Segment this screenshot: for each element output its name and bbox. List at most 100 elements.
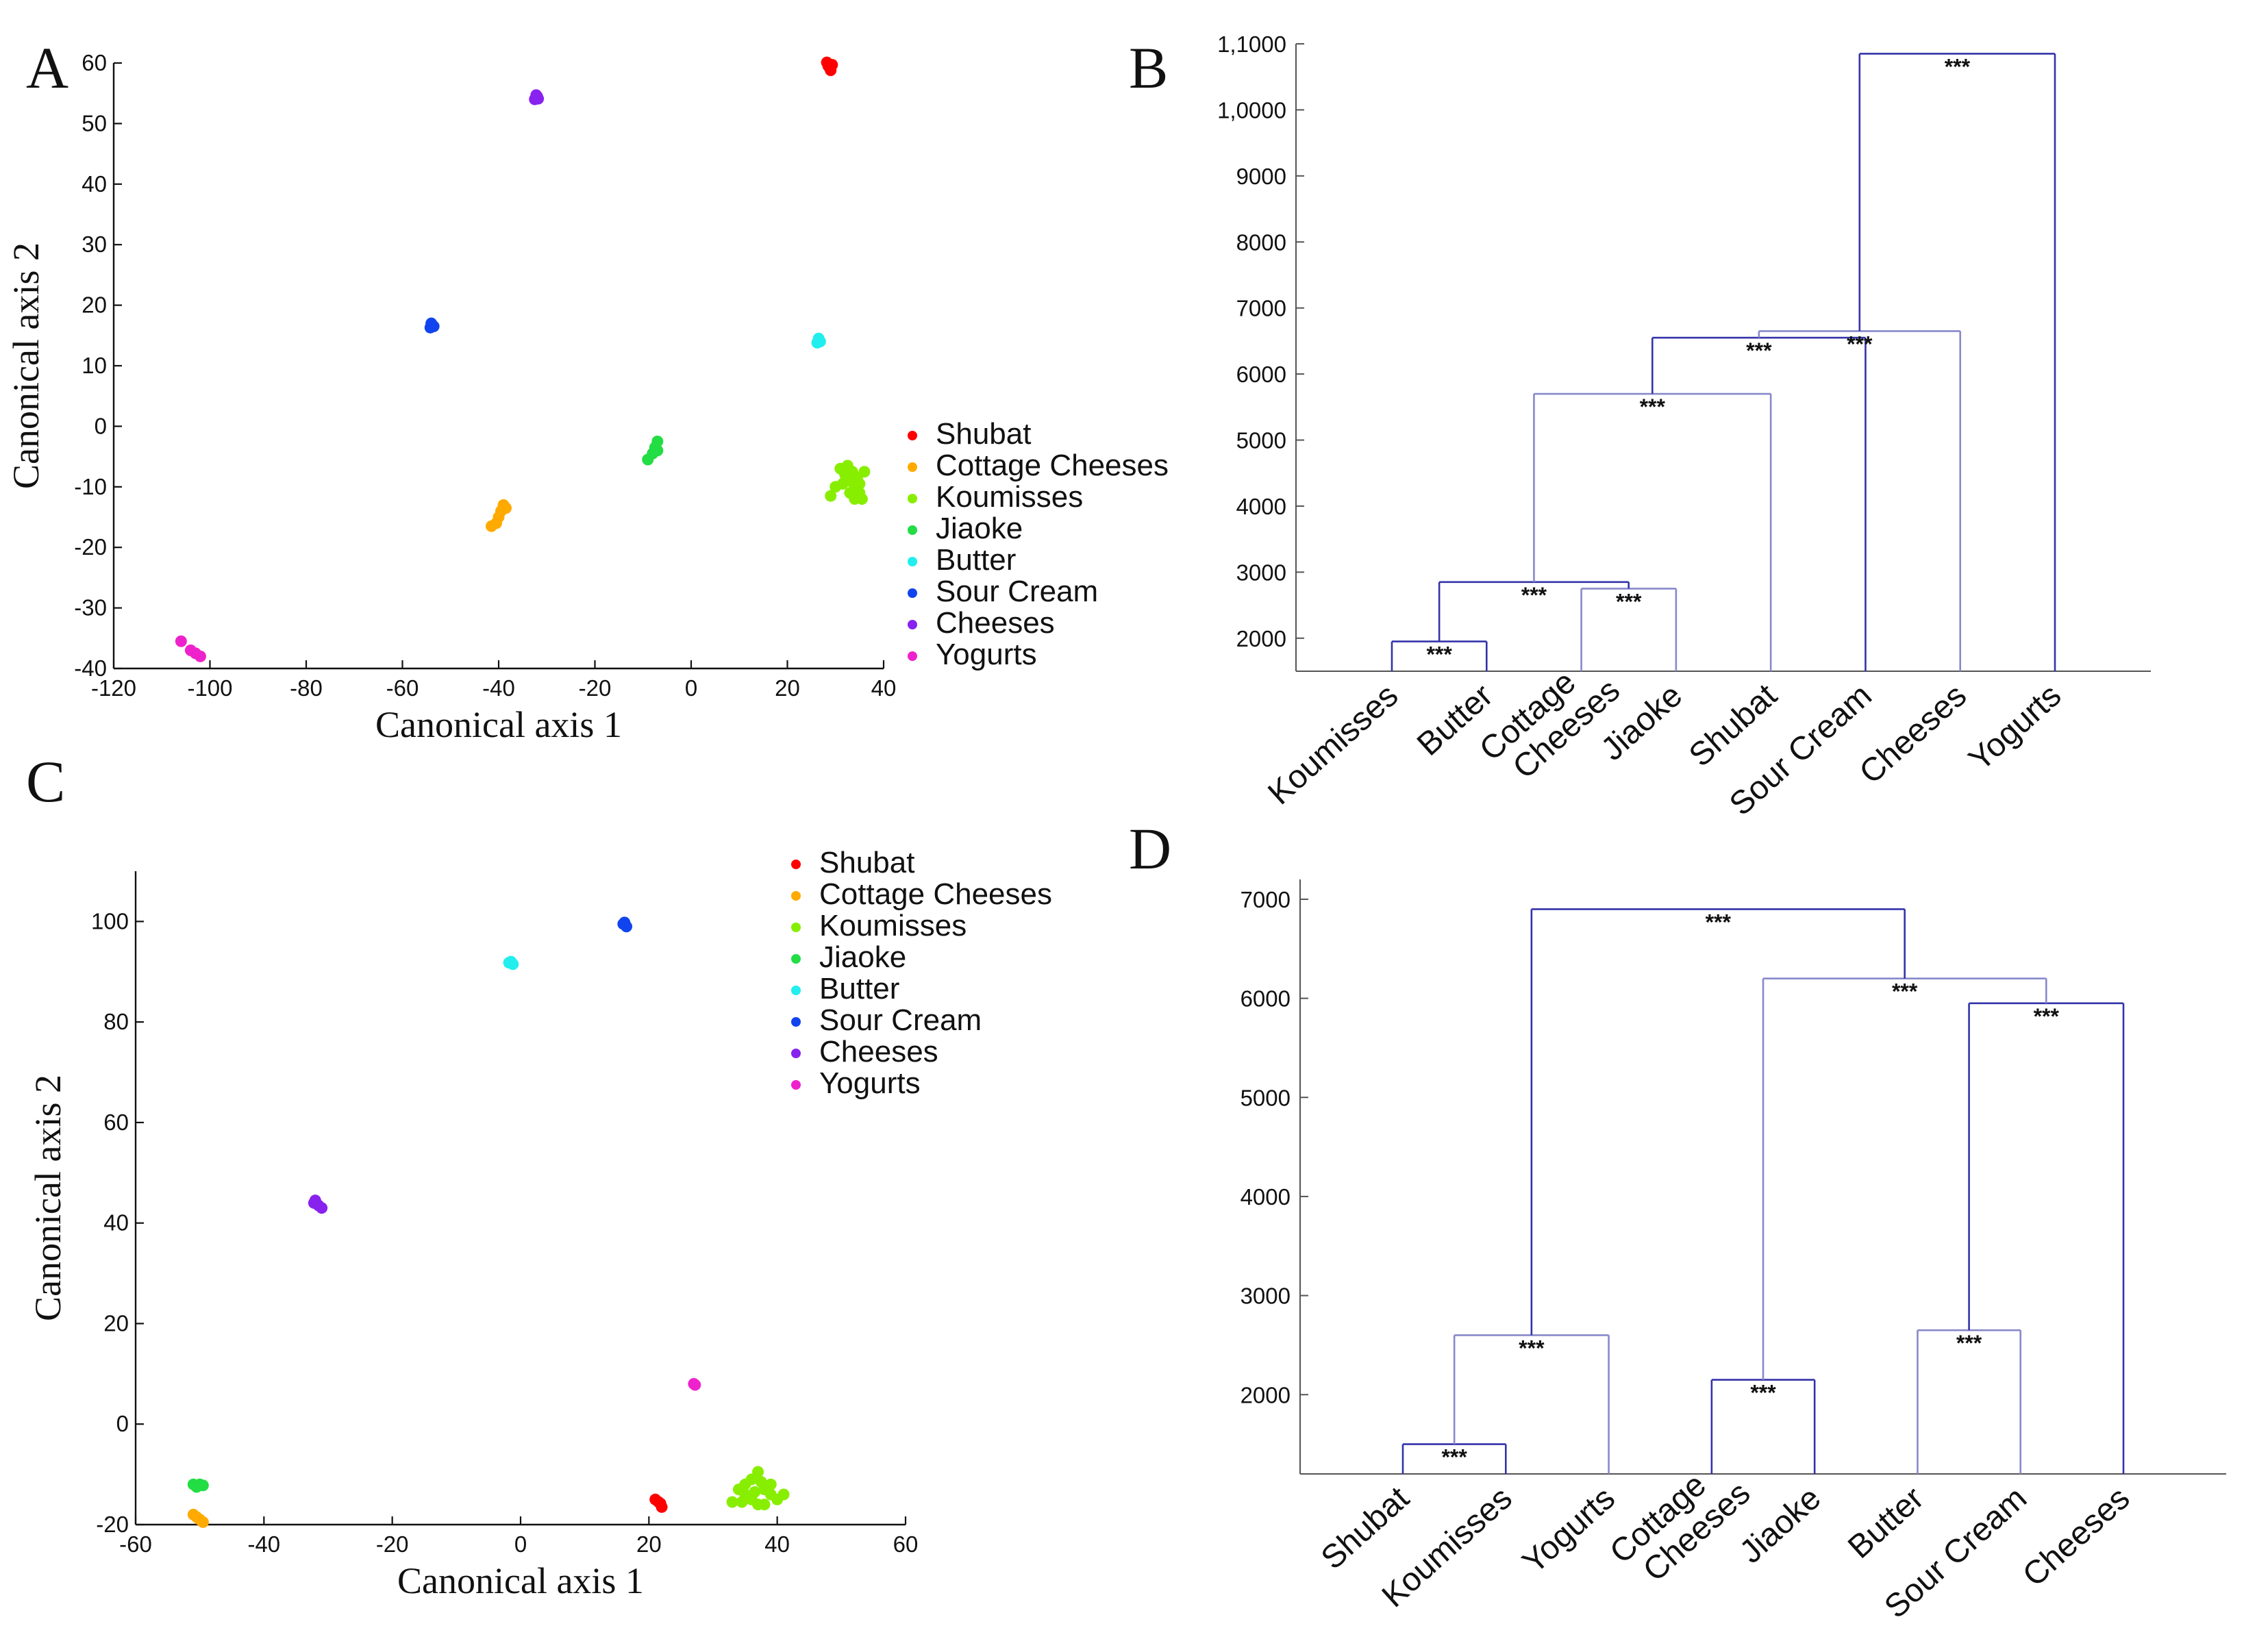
legend-marker (908, 431, 917, 440)
legend-label: Yogurts (819, 1066, 921, 1100)
y-tick-label: 3000 (1236, 560, 1286, 585)
legend-marker (908, 588, 917, 598)
y-tick-label: 100 (91, 908, 129, 934)
x-tick-label: -60 (119, 1531, 152, 1557)
data-point-koumisses (749, 1486, 761, 1498)
data-point-butter (814, 336, 826, 348)
y-tick-label: 60 (82, 50, 107, 75)
data-point-sour-cream (424, 321, 436, 334)
legend-marker (908, 620, 917, 629)
leaf-label: Koumisses (1261, 677, 1405, 812)
x-tick-label: -40 (482, 675, 515, 701)
y-tick-label: 8000 (1236, 229, 1286, 255)
y-tick-label: -10 (74, 474, 107, 499)
y-tick-label: 3000 (1241, 1284, 1291, 1309)
x-tick-label: -100 (187, 675, 232, 701)
significance-label: *** (1945, 54, 1971, 79)
significance-label: *** (1519, 1336, 1545, 1360)
data-point-shubat (654, 1497, 666, 1510)
data-point-koumisses (858, 466, 871, 478)
data-point-jiaoke (651, 445, 664, 457)
y-tick-label: 6000 (1241, 986, 1291, 1012)
legend-label: Cottage Cheeses (819, 877, 1052, 911)
y-tick-label: 0 (116, 1411, 129, 1436)
legend-label: Yogurts (936, 638, 1037, 671)
x-tick-label: 0 (685, 675, 697, 701)
data-point-koumisses (755, 1476, 767, 1488)
legend-label: Cottage Cheeses (936, 449, 1169, 482)
legend-label: Shubat (936, 417, 1031, 451)
legend-label: Butter (819, 972, 899, 1005)
data-point-koumisses (830, 481, 842, 493)
y-tick-label: 10 (82, 353, 107, 378)
data-point-cheeses (308, 1197, 320, 1209)
data-point-yogurts (689, 1379, 701, 1391)
legend-marker (791, 860, 801, 869)
panel-letter: C (26, 749, 65, 814)
x-tick-label: 0 (514, 1531, 527, 1557)
y-tick-label: -30 (74, 595, 107, 621)
x-axis-title: Canonical axis 1 (375, 704, 622, 745)
significance-label: *** (1426, 642, 1452, 667)
significance-label: *** (1746, 338, 1772, 363)
y-tick-label: 20 (82, 292, 107, 318)
y-tick-label: -20 (96, 1512, 129, 1537)
data-point-cottage-cheeses (197, 1516, 209, 1528)
legend-marker (791, 1017, 801, 1027)
legend-label: Jiaoke (936, 512, 1023, 545)
x-axis-title: Canonical axis 1 (397, 1560, 644, 1601)
x-tick-label: 20 (636, 1531, 662, 1557)
legend-label: Sour Cream (936, 575, 1098, 608)
x-tick-label: -120 (91, 675, 136, 701)
significance-label: *** (1706, 910, 1732, 934)
x-tick-label: 40 (764, 1531, 790, 1557)
x-tick-label: 40 (871, 675, 897, 701)
y-tick-label: 5000 (1241, 1085, 1291, 1110)
y-tick-label: -40 (74, 655, 107, 681)
y-tick-label: 7000 (1236, 296, 1286, 321)
x-tick-label: -20 (579, 675, 612, 701)
data-point-yogurts (175, 635, 187, 647)
leaf-label: CottageCheeses (1473, 646, 1627, 794)
legend-label: Cheeses (819, 1035, 938, 1068)
y-tick-label: 5000 (1236, 428, 1286, 453)
data-point-koumisses (856, 492, 868, 505)
data-point-koumisses (739, 1478, 751, 1490)
significance-label: *** (1847, 331, 1873, 356)
data-point-koumisses (777, 1488, 790, 1501)
y-tick-label: 80 (103, 1009, 129, 1034)
significance-label: *** (1521, 583, 1547, 608)
y-tick-label: 40 (82, 171, 107, 197)
y-tick-label: 60 (103, 1110, 129, 1135)
leaf-label: Cheeses (1853, 677, 1973, 791)
leaf-label: Yogurts (1962, 677, 2068, 778)
legend-marker (791, 986, 801, 995)
y-tick-label: 7000 (1241, 887, 1291, 912)
y-tick-label: 2000 (1241, 1382, 1291, 1407)
y-tick-label: 4000 (1241, 1184, 1291, 1210)
data-point-butter (503, 957, 515, 969)
significance-label: *** (1640, 395, 1666, 419)
legend-marker (791, 923, 801, 932)
y-tick-label: -20 (74, 534, 107, 560)
y-tick-label: 9000 (1236, 164, 1286, 189)
data-point-koumisses (752, 1466, 764, 1478)
data-point-yogurts (194, 650, 206, 662)
y-axis-title: Canonical axis 2 (27, 1075, 68, 1321)
y-tick-label: 4000 (1236, 494, 1286, 519)
legend-marker (908, 494, 917, 503)
data-point-koumisses (764, 1478, 777, 1490)
panel-letter: D (1129, 816, 1171, 881)
legend-label: Cheeses (936, 606, 1055, 640)
x-tick-label: -80 (290, 675, 323, 701)
data-point-koumisses (726, 1496, 738, 1508)
significance-label: *** (1892, 979, 1918, 1004)
data-point-cheeses (530, 89, 543, 101)
x-tick-label: 20 (775, 675, 800, 701)
leaf-label: CottageCheeses (1603, 1449, 1757, 1597)
legend-marker (791, 891, 801, 901)
legend-marker (791, 1080, 801, 1090)
leaf-label: Yogurts (1516, 1480, 1622, 1581)
data-point-koumisses (736, 1496, 748, 1508)
